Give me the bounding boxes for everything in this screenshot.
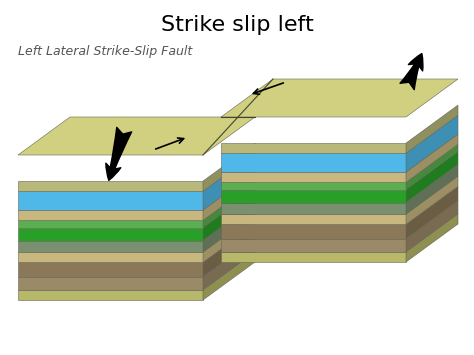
Polygon shape [221,172,406,182]
Polygon shape [221,239,406,252]
Polygon shape [406,152,458,203]
Polygon shape [18,220,203,228]
Polygon shape [203,143,255,191]
Polygon shape [18,241,203,252]
Polygon shape [18,262,203,277]
Polygon shape [203,153,255,210]
Polygon shape [203,224,255,277]
Polygon shape [221,79,458,117]
Polygon shape [221,143,406,153]
Polygon shape [203,190,255,241]
Polygon shape [18,228,203,241]
Polygon shape [18,117,255,155]
Polygon shape [18,252,203,262]
Polygon shape [406,134,458,182]
Polygon shape [406,214,458,262]
Polygon shape [406,115,458,172]
Polygon shape [406,186,458,239]
Polygon shape [221,182,406,190]
Polygon shape [406,176,458,224]
Polygon shape [406,105,458,153]
Polygon shape [18,181,203,191]
Polygon shape [406,144,458,190]
Polygon shape [203,252,255,300]
Polygon shape [18,210,203,220]
Polygon shape [221,190,406,203]
Text: Strike slip left: Strike slip left [161,15,313,35]
Polygon shape [203,214,255,262]
Polygon shape [203,203,255,252]
Polygon shape [203,239,255,290]
Polygon shape [221,252,406,262]
Polygon shape [18,290,203,300]
Polygon shape [18,277,203,290]
Polygon shape [203,172,255,220]
Polygon shape [203,182,255,228]
Polygon shape [221,214,406,224]
Text: Left Lateral Strike-Slip Fault: Left Lateral Strike-Slip Fault [18,45,192,58]
Polygon shape [406,201,458,252]
Polygon shape [221,153,406,172]
Polygon shape [406,165,458,214]
Polygon shape [221,224,406,239]
Polygon shape [18,191,203,210]
Polygon shape [221,203,406,214]
